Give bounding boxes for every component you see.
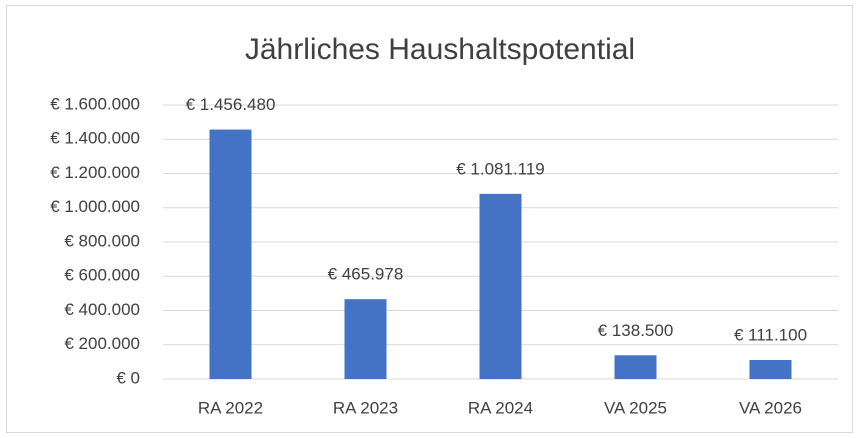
y-tick-label: € 600.000 bbox=[64, 266, 140, 285]
data-label: € 1.456.480 bbox=[186, 95, 276, 114]
data-label: € 111.100 bbox=[734, 325, 807, 344]
x-tick-label: VA 2026 bbox=[739, 398, 802, 417]
y-tick-label: € 0 bbox=[116, 368, 140, 387]
x-tick-label: RA 2023 bbox=[333, 398, 398, 417]
x-tick-label: RA 2024 bbox=[468, 398, 533, 417]
y-tick-label: € 400.000 bbox=[64, 300, 140, 319]
x-tick-label: VA 2025 bbox=[604, 398, 667, 417]
data-label: € 138.500 bbox=[598, 321, 674, 340]
y-tick-label: € 1.200.000 bbox=[50, 163, 140, 182]
bar bbox=[749, 359, 792, 379]
bar bbox=[479, 193, 522, 379]
y-tick-label: € 800.000 bbox=[64, 231, 140, 250]
y-tick-label: € 1.000.000 bbox=[50, 197, 140, 216]
bar bbox=[614, 355, 657, 379]
data-label: € 465.978 bbox=[328, 265, 404, 284]
chart-border bbox=[6, 5, 853, 433]
y-tick-label: € 1.600.000 bbox=[50, 94, 140, 113]
y-tick-label: € 1.400.000 bbox=[50, 129, 140, 148]
data-label: € 1.081.119 bbox=[456, 159, 545, 178]
y-tick-label: € 200.000 bbox=[64, 334, 140, 353]
bar bbox=[344, 299, 387, 379]
bar bbox=[209, 129, 252, 379]
x-tick-label: RA 2022 bbox=[198, 398, 263, 417]
chart-title: Jährliches Haushaltspotential bbox=[245, 33, 635, 66]
